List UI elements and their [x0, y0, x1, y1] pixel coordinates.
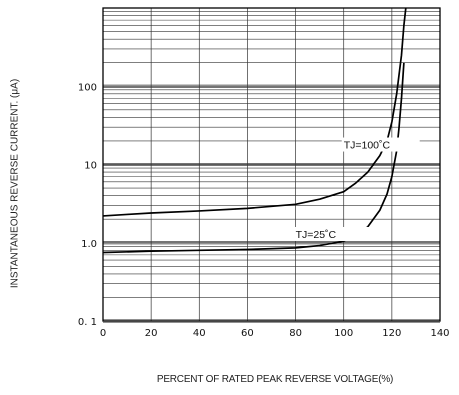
grid	[103, 8, 440, 323]
series-label-bg	[293, 227, 372, 242]
y-tick-label: 0. 1	[78, 317, 97, 328]
x-tick-label: 120	[382, 328, 401, 339]
x-tick-label: 60	[241, 328, 254, 339]
x-tick-label: 100	[334, 328, 353, 339]
x-tick-label: 140	[430, 328, 449, 339]
plot-frame	[102, 7, 441, 322]
x-axis-label: PERCENT OF RATED PEAK REVERSE VOLTAGE(%)	[156, 374, 394, 385]
tick-labels: 0 20 40 60 80 100 120 140 0. 1 1.0 10 100	[78, 82, 450, 339]
y-tick-label: 10	[84, 161, 97, 172]
y-tick-label: 1.0	[81, 239, 97, 250]
series-labels: TJ=100˚C TJ=25˚C	[293, 137, 420, 242]
x-tick-label: 0	[100, 328, 106, 339]
series-label-0: TJ=100˚C	[344, 140, 391, 152]
x-tick-label: 40	[193, 328, 206, 339]
series-line-0	[102, 7, 407, 217]
y-tick-label: 100	[78, 82, 97, 93]
series-label-1: TJ=25˚C	[296, 229, 337, 241]
curves	[102, 7, 407, 254]
x-tick-label: 80	[289, 328, 302, 339]
x-tick-label: 20	[145, 328, 158, 339]
series-label-bg	[341, 137, 420, 152]
y-axis-label: INSTANTANEOUS REVERSE CURRENT. (μA)	[9, 78, 21, 289]
series-line-1	[102, 62, 405, 254]
